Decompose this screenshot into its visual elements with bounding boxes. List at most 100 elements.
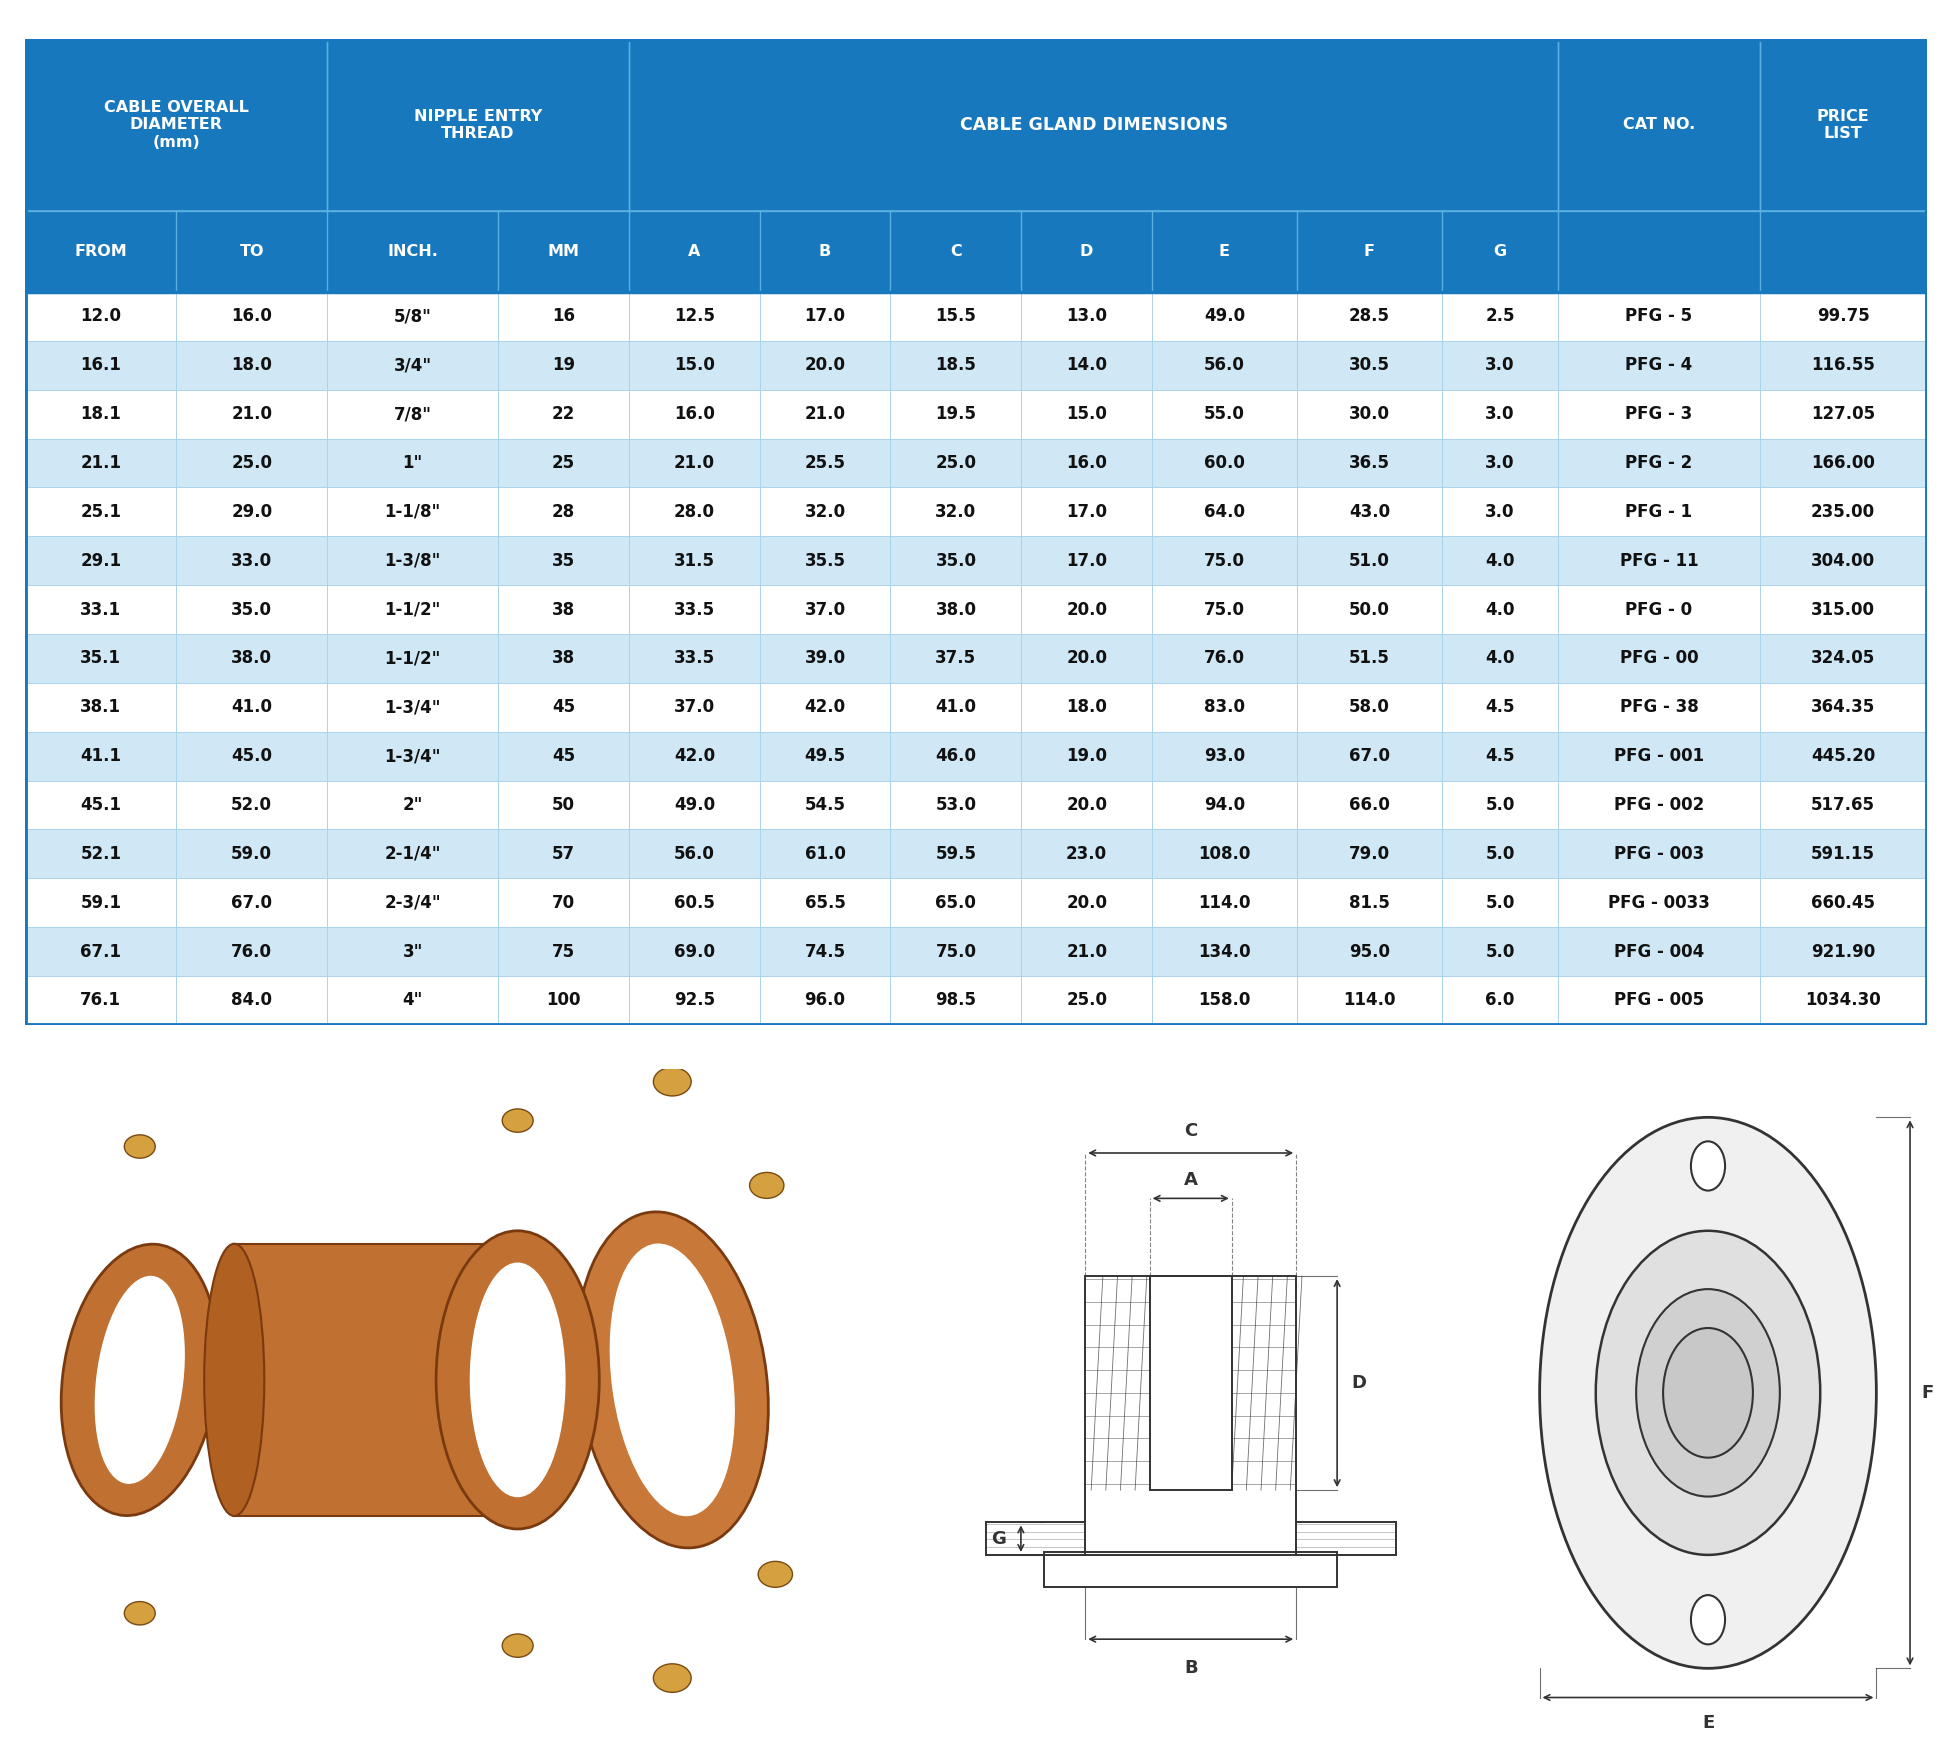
Bar bbox=[1558, 683, 1759, 732]
Text: 20.0: 20.0 bbox=[1066, 650, 1107, 668]
Text: 75.0: 75.0 bbox=[935, 943, 976, 960]
Bar bbox=[1443, 585, 1558, 634]
Bar bbox=[890, 976, 1021, 1025]
Bar bbox=[25, 342, 176, 389]
Text: 84.0: 84.0 bbox=[230, 992, 271, 1009]
Bar bbox=[759, 976, 890, 1025]
Bar bbox=[176, 976, 328, 1025]
Text: 59.1: 59.1 bbox=[80, 894, 121, 911]
Bar bbox=[1443, 683, 1558, 732]
Text: 25: 25 bbox=[552, 454, 576, 471]
Text: 45.1: 45.1 bbox=[80, 795, 121, 815]
Bar bbox=[1558, 536, 1759, 585]
Text: B: B bbox=[820, 244, 832, 259]
Text: 25.0: 25.0 bbox=[935, 454, 976, 471]
Bar bbox=[1152, 585, 1296, 634]
Bar bbox=[890, 878, 1021, 927]
Bar bbox=[1021, 976, 1152, 1025]
Ellipse shape bbox=[435, 1230, 599, 1529]
Text: 16.0: 16.0 bbox=[1066, 454, 1107, 471]
Text: A: A bbox=[689, 244, 701, 259]
Text: 18.0: 18.0 bbox=[230, 356, 271, 375]
Bar bbox=[1296, 634, 1443, 683]
Bar bbox=[498, 683, 629, 732]
Bar bbox=[1558, 212, 1759, 293]
Text: 76.0: 76.0 bbox=[230, 943, 271, 960]
Text: D: D bbox=[1351, 1374, 1366, 1393]
Bar bbox=[1152, 293, 1296, 342]
Bar bbox=[328, 389, 498, 438]
Text: 921.90: 921.90 bbox=[1811, 943, 1876, 960]
Text: 12.5: 12.5 bbox=[673, 307, 714, 326]
Bar bbox=[176, 878, 328, 927]
Bar bbox=[1759, 634, 1927, 683]
Text: PFG - 38: PFG - 38 bbox=[1620, 699, 1698, 717]
Text: 17.0: 17.0 bbox=[1066, 552, 1107, 569]
Ellipse shape bbox=[96, 1277, 183, 1484]
Bar bbox=[629, 342, 759, 389]
Bar bbox=[1152, 927, 1296, 976]
Text: 4": 4" bbox=[402, 992, 424, 1009]
Text: 42.0: 42.0 bbox=[804, 699, 845, 717]
Bar bbox=[759, 732, 890, 781]
Text: B: B bbox=[1185, 1659, 1197, 1677]
Text: 56.0: 56.0 bbox=[673, 844, 714, 864]
Bar bbox=[1443, 536, 1558, 585]
Ellipse shape bbox=[205, 1244, 264, 1515]
Text: 5.0: 5.0 bbox=[1485, 795, 1515, 815]
Ellipse shape bbox=[1636, 1289, 1780, 1496]
Text: 4.5: 4.5 bbox=[1485, 699, 1515, 717]
Text: 35: 35 bbox=[552, 552, 576, 569]
Text: 22: 22 bbox=[552, 405, 576, 424]
Text: 324.05: 324.05 bbox=[1811, 650, 1876, 668]
Text: PFG - 11: PFG - 11 bbox=[1620, 552, 1698, 569]
Bar bbox=[1152, 781, 1296, 829]
Text: 30.0: 30.0 bbox=[1349, 405, 1390, 424]
Bar bbox=[1759, 293, 1927, 342]
Bar bbox=[176, 438, 328, 487]
Text: 61.0: 61.0 bbox=[804, 844, 845, 864]
Bar bbox=[498, 976, 629, 1025]
Ellipse shape bbox=[61, 1244, 219, 1515]
Text: 57: 57 bbox=[552, 844, 576, 864]
Text: 33.0: 33.0 bbox=[230, 552, 271, 569]
Bar bbox=[498, 342, 629, 389]
Text: 21.1: 21.1 bbox=[80, 454, 121, 471]
Bar bbox=[1558, 293, 1759, 342]
Bar bbox=[759, 585, 890, 634]
Text: 31.5: 31.5 bbox=[673, 552, 714, 569]
Text: 1-3/8": 1-3/8" bbox=[385, 552, 441, 569]
Bar bbox=[328, 976, 498, 1025]
Text: C: C bbox=[1185, 1121, 1197, 1141]
Bar bbox=[1558, 487, 1759, 536]
Text: 315.00: 315.00 bbox=[1811, 601, 1876, 618]
Circle shape bbox=[654, 1664, 691, 1692]
Bar bbox=[1443, 487, 1558, 536]
Bar bbox=[1558, 585, 1759, 634]
Text: TO: TO bbox=[240, 244, 264, 259]
Bar bbox=[1085, 1275, 1296, 1556]
Bar bbox=[328, 927, 498, 976]
Text: 25.5: 25.5 bbox=[804, 454, 845, 471]
Text: 38: 38 bbox=[552, 650, 576, 668]
Text: 65.0: 65.0 bbox=[935, 894, 976, 911]
Bar bbox=[25, 829, 176, 878]
Text: PFG - 003: PFG - 003 bbox=[1614, 844, 1704, 864]
Bar bbox=[1558, 342, 1759, 389]
Circle shape bbox=[502, 1635, 533, 1657]
Bar bbox=[176, 585, 328, 634]
Ellipse shape bbox=[757, 1561, 793, 1587]
Text: 32.0: 32.0 bbox=[935, 503, 976, 520]
Text: 591.15: 591.15 bbox=[1811, 844, 1876, 864]
Bar bbox=[629, 438, 759, 487]
Text: 60.0: 60.0 bbox=[1204, 454, 1245, 471]
Text: 20.0: 20.0 bbox=[804, 356, 845, 375]
Text: 42.0: 42.0 bbox=[673, 746, 714, 766]
Text: 94.0: 94.0 bbox=[1204, 795, 1245, 815]
Text: G: G bbox=[992, 1529, 1007, 1547]
Bar bbox=[629, 293, 759, 342]
Bar bbox=[1759, 536, 1927, 585]
Bar bbox=[1021, 585, 1152, 634]
Text: 16: 16 bbox=[552, 307, 576, 326]
Bar bbox=[629, 634, 759, 683]
